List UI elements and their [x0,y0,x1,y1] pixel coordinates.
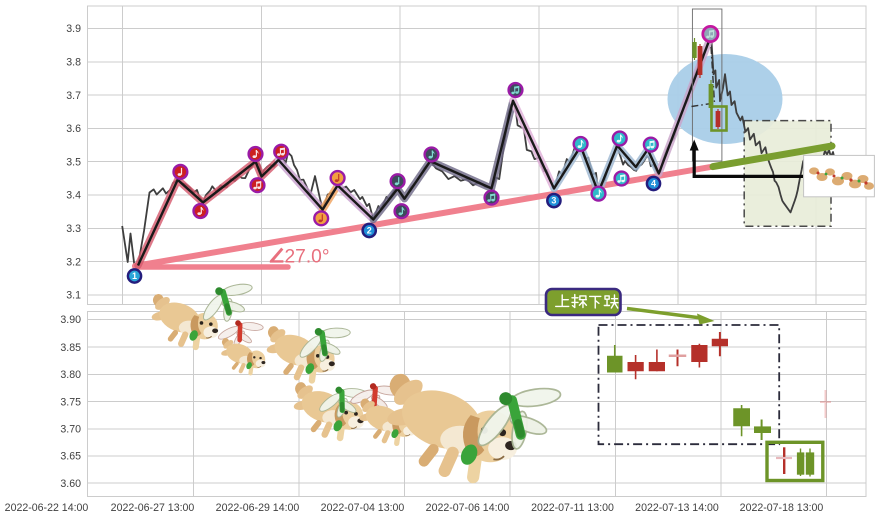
svg-text:3.8: 3.8 [66,57,81,69]
svg-text:3.75: 3.75 [60,396,81,408]
svg-text:3.70: 3.70 [60,424,81,436]
svg-text:3.5: 3.5 [66,156,81,168]
svg-text:3.4: 3.4 [66,190,81,202]
svg-text:3.9: 3.9 [66,23,81,35]
svg-text:3.1: 3.1 [66,290,81,302]
svg-text:2022-07-04 13:00: 2022-07-04 13:00 [321,502,405,514]
svg-text:27.0°: 27.0° [285,246,330,267]
svg-text:3.3: 3.3 [66,223,81,235]
svg-text:2022-07-13 14:00: 2022-07-13 14:00 [635,502,719,514]
svg-text:2022-07-11 13:00: 2022-07-11 13:00 [531,502,614,514]
svg-text:3.2: 3.2 [66,256,81,268]
svg-text:1: 1 [132,271,137,281]
svg-text:3.7: 3.7 [66,90,81,102]
svg-text:2022-07-06 14:00: 2022-07-06 14:00 [426,502,510,514]
svg-text:4: 4 [651,179,656,189]
svg-text:3: 3 [551,196,556,206]
svg-text:3.85: 3.85 [60,342,81,354]
svg-text:3.65: 3.65 [60,451,81,463]
svg-text:2022-07-18 13:00: 2022-07-18 13:00 [740,502,824,514]
svg-text:3.80: 3.80 [60,369,81,381]
svg-text:2: 2 [367,225,372,235]
svg-text:3.6: 3.6 [66,123,81,135]
svg-text:2022-06-27 13:00: 2022-06-27 13:00 [111,502,195,514]
svg-text:3.90: 3.90 [60,314,81,326]
svg-text:2022-06-29 14:00: 2022-06-29 14:00 [216,502,300,514]
svg-text:2022-06-22 14:00: 2022-06-22 14:00 [5,502,89,514]
svg-text:3.60: 3.60 [60,478,81,490]
